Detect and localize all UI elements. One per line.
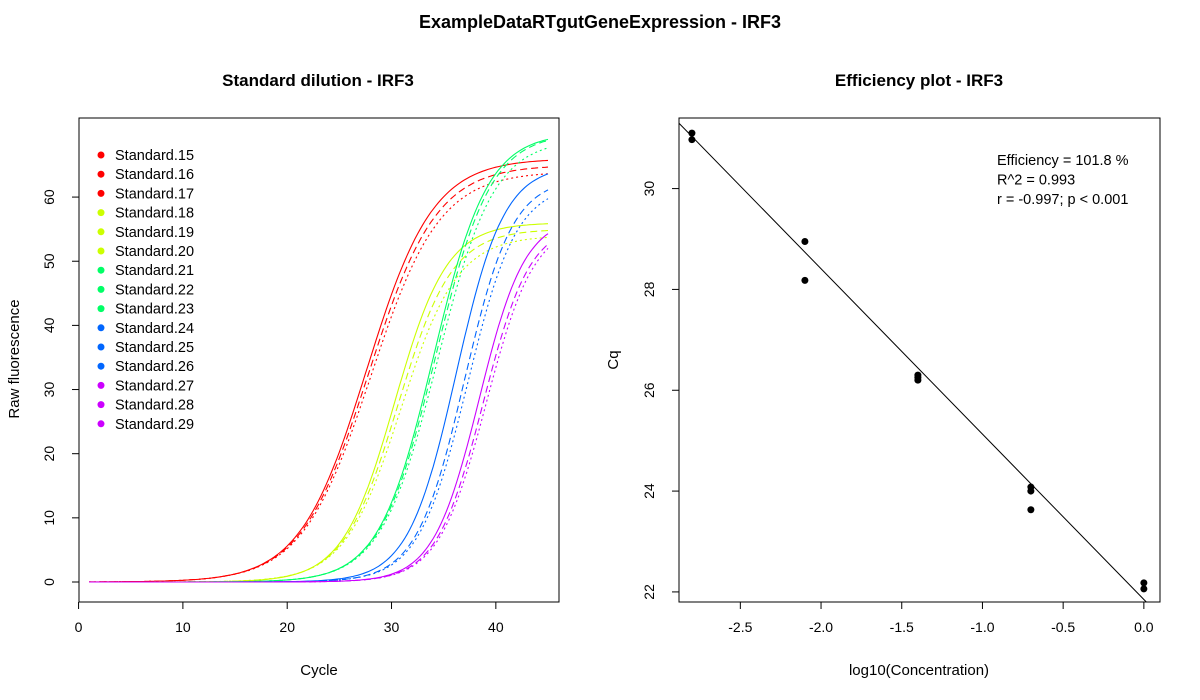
efficiency-panel: Efficiency plot - IRF3 -2.5 -2.0 -1.5 -1.0-…: [605, 71, 1161, 679]
right-x-tick-label: -1.0: [970, 619, 994, 635]
right-y-axis: 22 24 26 28 30: [641, 181, 680, 600]
data-point: [1027, 506, 1035, 514]
right-x-label: log10(Concentration): [849, 662, 989, 679]
left-y-tick-label: 10: [41, 510, 57, 526]
fit-line: [678, 122, 1147, 603]
right-y-tick-label: 24: [641, 483, 657, 499]
fit-annotations: Efficiency = 101.8 % R^2 = 0.993 r = -0.99…: [997, 153, 1129, 208]
right-y-tick-label: 30: [641, 181, 657, 197]
left-chart-title: Standard dilution - IRF3: [222, 71, 414, 90]
data-point: [801, 238, 809, 246]
right-chart-title: Efficiency plot - IRF3: [835, 71, 1003, 90]
curve-standard-19: [89, 229, 549, 583]
right-x-tick-label: 0.0: [1134, 619, 1154, 635]
data-point: [914, 376, 922, 384]
data-point: [1027, 487, 1035, 495]
amplification-curves: [89, 138, 549, 583]
legend-marker: [97, 285, 105, 293]
data-point: [688, 129, 696, 137]
right-y-tick-label: 28: [641, 281, 657, 297]
left-y-tick-label: 0: [41, 578, 57, 586]
left-x-tick-label: 30: [384, 619, 400, 635]
curve-standard-17: [89, 173, 549, 583]
legend-marker: [97, 362, 105, 370]
main-title: ExampleDataRTgutGeneExpression - IRF3: [419, 12, 781, 32]
legend-label: Standard.24: [115, 321, 194, 337]
legend-label: Standard.18: [115, 206, 194, 222]
left-x-axis: 0 10 20 30 40: [75, 601, 504, 635]
legend-label: Standard.21: [115, 263, 194, 279]
legend-label: Standard.23: [115, 302, 194, 318]
right-plot-box: [678, 117, 1161, 603]
right-x-tick-label: -2.0: [809, 619, 833, 635]
legend-marker: [97, 420, 105, 428]
legend-label: Standard.29: [115, 417, 194, 433]
legend-label: Standard.27: [115, 378, 194, 394]
left-x-tick-label: 40: [488, 619, 504, 635]
standard-dilution-panel: Standard dilution - IRF3 0 10 20 30 40 0 10 20…: [6, 71, 560, 679]
legend-label: Standard.17: [115, 186, 194, 202]
legend-label: Standard.25: [115, 340, 194, 356]
left-y-tick-label: 60: [41, 189, 57, 205]
right-y-tick-label: 22: [641, 584, 657, 600]
data-point: [801, 276, 809, 284]
left-y-tick-label: 50: [41, 253, 57, 269]
right-y-label: Cq: [605, 350, 622, 369]
left-y-tick-label: 20: [41, 446, 57, 462]
legend-marker: [97, 209, 105, 217]
legend-marker: [97, 189, 105, 197]
data-points: [688, 129, 1148, 593]
left-x-tick-label: 0: [75, 619, 83, 635]
legend-marker: [97, 170, 105, 178]
legend: Standard.15 Standard.16 Standard.17 Standar…: [97, 148, 194, 433]
legend-marker: [97, 324, 105, 332]
curve-standard-16: [89, 166, 549, 583]
right-x-tick-label: -2.5: [728, 619, 752, 635]
legend-label: Standard.26: [115, 359, 194, 375]
legend-marker: [97, 151, 105, 159]
legend-label: Standard.20: [115, 244, 194, 260]
data-point: [688, 136, 696, 144]
legend-marker: [97, 305, 105, 313]
fit-annotation: R^2 = 0.993: [997, 173, 1075, 189]
legend-marker: [97, 228, 105, 236]
left-y-tick-label: 40: [41, 317, 57, 333]
right-x-axis: -2.5 -2.0 -1.5 -1.0 -0.5 0.0: [728, 601, 1154, 635]
legend-marker: [97, 266, 105, 274]
legend-marker: [97, 401, 105, 409]
left-y-label: Raw fluorescence: [6, 299, 23, 418]
curve-standard-29: [89, 248, 549, 583]
regression-line: [678, 122, 1147, 603]
left-x-tick-label: 20: [279, 619, 295, 635]
data-point: [1140, 579, 1148, 587]
fit-annotation: r = -0.997; p < 0.001: [997, 192, 1128, 208]
left-x-tick-label: 10: [175, 619, 191, 635]
legend-label: Standard.19: [115, 225, 194, 241]
right-x-tick-label: -0.5: [1051, 619, 1075, 635]
legend-label: Standard.15: [115, 148, 194, 164]
legend-label: Standard.28: [115, 398, 194, 414]
right-y-tick-label: 26: [641, 382, 657, 398]
fit-annotation: Efficiency = 101.8 %: [997, 153, 1129, 169]
right-x-tick-label: -1.5: [890, 619, 914, 635]
left-y-axis: 0 10 20 30 40 50 60: [41, 189, 80, 586]
legend-marker: [97, 381, 105, 389]
legend-marker: [97, 343, 105, 351]
left-x-label: Cycle: [300, 662, 338, 679]
legend-marker: [97, 247, 105, 255]
left-y-tick-label: 30: [41, 382, 57, 398]
legend-label: Standard.16: [115, 167, 194, 183]
legend-label: Standard.22: [115, 282, 194, 298]
data-point: [1140, 585, 1148, 593]
